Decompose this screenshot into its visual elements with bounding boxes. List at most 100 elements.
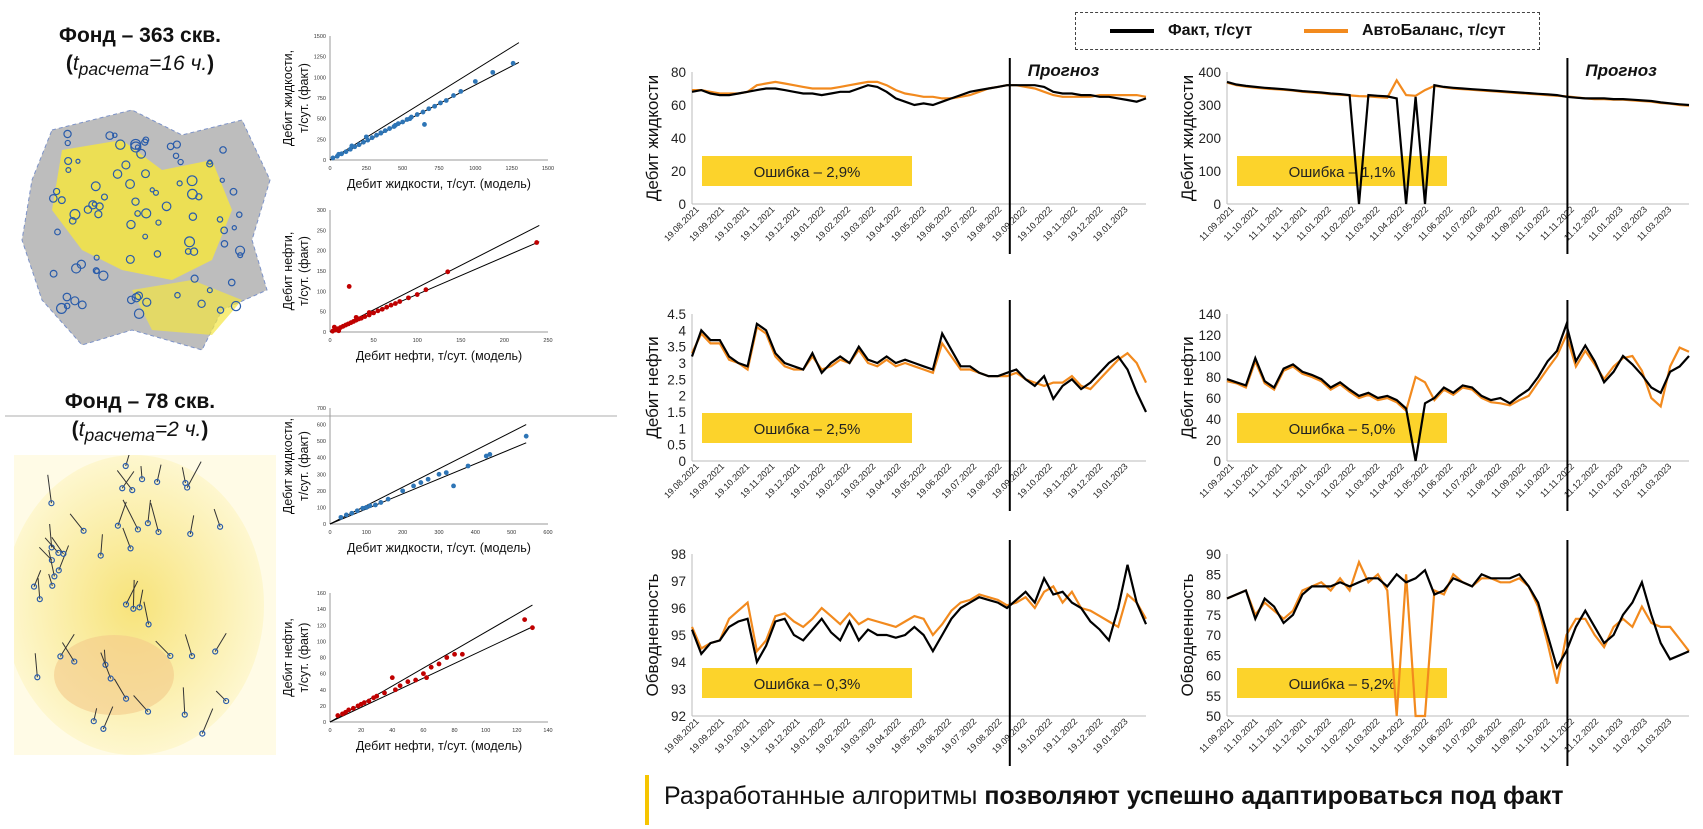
well-vector <box>213 508 221 527</box>
well-marker <box>177 158 184 166</box>
data-point <box>382 690 387 696</box>
error-label: Ошибка – 2,5% <box>754 421 861 438</box>
well-marker <box>154 478 161 486</box>
y-tick-label: 100 <box>1198 349 1221 364</box>
series-fact <box>1226 320 1690 462</box>
well-marker <box>34 674 41 681</box>
data-point <box>421 671 426 677</box>
well-marker <box>134 526 142 533</box>
section-divider <box>5 415 617 417</box>
y-tick-label: 1500 <box>314 34 326 40</box>
y-tick-label: 140 <box>1198 307 1221 322</box>
x-tick-label: 100 <box>413 338 422 344</box>
x-tick-label: 750 <box>434 166 443 172</box>
well-marker <box>234 245 246 256</box>
well-marker <box>184 248 192 255</box>
reference-line <box>329 42 520 161</box>
well-marker <box>98 270 109 281</box>
data-point <box>363 134 369 140</box>
well-marker <box>188 212 198 221</box>
y-tick-label: 96 <box>671 601 686 616</box>
series-autobalance <box>692 80 1147 100</box>
well-marker <box>64 139 71 147</box>
well-marker <box>227 278 236 287</box>
data-point <box>331 324 337 330</box>
well-vector <box>49 523 53 548</box>
y-tick-label: 120 <box>317 623 326 629</box>
data-point <box>369 135 375 141</box>
data-point <box>420 109 426 115</box>
well-vector <box>58 545 70 571</box>
x-tick-label: 100 <box>362 530 371 536</box>
y-tick-label: 98 <box>671 547 686 562</box>
well-marker <box>141 138 149 146</box>
well-marker <box>130 605 137 612</box>
well-marker <box>130 138 142 150</box>
data-point <box>465 463 471 469</box>
well-marker <box>126 295 136 305</box>
well-marker <box>133 308 145 320</box>
well-vector <box>133 695 149 713</box>
well-vector <box>102 706 114 730</box>
data-point <box>384 304 390 310</box>
y-tick-label: 4.5 <box>667 307 686 322</box>
y-tick-label: 100 <box>317 289 326 295</box>
well-marker <box>54 228 61 236</box>
well-vector <box>150 502 160 533</box>
data-point <box>361 139 366 145</box>
well-vector <box>122 527 132 549</box>
legend-label-autobalance: АвтоБаланс, т/сут <box>1362 22 1506 39</box>
series-autobalance <box>1226 78 1690 107</box>
y-tick-label: 200 <box>317 249 326 255</box>
data-point <box>393 122 398 128</box>
data-point <box>350 705 356 711</box>
y-axis-label: Обводненность <box>1178 573 1197 696</box>
well-marker <box>145 621 152 628</box>
y-tick-label: 3 <box>678 356 686 371</box>
x-tick-label: 250 <box>362 166 371 172</box>
well-vector <box>51 537 64 555</box>
y-tick-label: 60 <box>1206 669 1221 684</box>
data-point <box>472 79 478 84</box>
data-point <box>366 698 372 704</box>
series-fact <box>691 84 1147 107</box>
well-marker <box>51 573 58 580</box>
y-tick-label: 500 <box>317 439 326 445</box>
data-point <box>379 306 385 312</box>
data-point <box>411 483 416 489</box>
data-point <box>397 299 403 304</box>
well-marker <box>181 711 188 718</box>
well-marker <box>184 236 196 248</box>
well-marker <box>131 292 142 303</box>
x-tick-label: 300 <box>434 530 443 536</box>
data-point <box>349 143 355 149</box>
well-marker <box>220 240 229 248</box>
well-vector <box>155 640 171 657</box>
well-marker <box>71 658 78 665</box>
well-marker <box>134 210 142 217</box>
y-tick-label: 70 <box>1206 628 1221 643</box>
well-marker <box>197 299 206 309</box>
scatter-plot-oil-1: 0 50 100 150 200 250 0 50 100 150 200 250 300 Дебит н… <box>281 208 553 363</box>
well-marker <box>230 300 242 312</box>
series-fact <box>690 564 1148 666</box>
well-vector <box>122 499 139 530</box>
well-marker <box>77 300 87 310</box>
x-tick-label: 150 <box>456 338 465 344</box>
well-marker <box>48 194 58 203</box>
well-vector <box>100 652 112 679</box>
y-axis-label: Дебит нефти <box>1178 336 1197 438</box>
well-vector <box>100 534 103 556</box>
line-chart-liquid-2: 010020030040011.09.202111.10.202111.11.2… <box>1178 58 1690 254</box>
data-point <box>413 677 419 683</box>
data-point <box>432 103 438 109</box>
x-tick-label: 200 <box>500 338 509 344</box>
x-tick-label: 0 <box>328 338 331 344</box>
well-marker <box>212 648 219 655</box>
well-marker <box>64 156 73 166</box>
fund-subtitle-1: (tрасчета=16 ч.) <box>65 52 215 80</box>
data-point <box>354 508 360 514</box>
data-point <box>510 60 516 66</box>
x-tick-label: 50 <box>371 338 377 344</box>
well-marker <box>70 296 80 306</box>
